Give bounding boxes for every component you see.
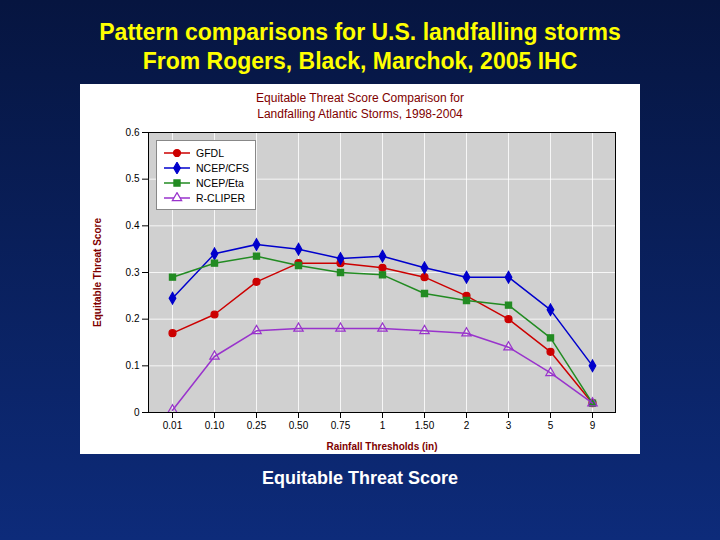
svg-text:Equitable Threat Score: Equitable Threat Score bbox=[92, 218, 103, 327]
svg-text:3: 3 bbox=[506, 420, 512, 431]
svg-text:0.1: 0.1 bbox=[126, 360, 140, 371]
html-text:NCEP/Eta: NCEP/Eta bbox=[196, 176, 244, 189]
html-text:R-CLIPER: R-CLIPER bbox=[196, 191, 245, 204]
svg-text:2: 2 bbox=[464, 420, 470, 431]
svg-text:0: 0 bbox=[134, 407, 140, 418]
svg-text:0.10: 0.10 bbox=[205, 420, 225, 431]
svg-text:Rainfall Thresholds (in): Rainfall Thresholds (in) bbox=[326, 441, 437, 452]
svg-text:0.50: 0.50 bbox=[289, 420, 309, 431]
html-text:GFDL: GFDL bbox=[196, 146, 224, 159]
html-text:Pattern comparisons for U.S. l: Pattern comparisons for U.S. landfalling… bbox=[99, 19, 621, 45]
svg-text:1: 1 bbox=[380, 420, 386, 431]
html-text:Equitable Threat Score: Equitable Threat Score bbox=[262, 468, 458, 488]
html-text:From Rogers, Black, Marchok, 2: From Rogers, Black, Marchok, 2005 IHC bbox=[142, 48, 578, 74]
svg-text:0.3: 0.3 bbox=[126, 267, 140, 278]
html-text:NCEP/CFS: NCEP/CFS bbox=[196, 161, 250, 174]
svg-text:0.75: 0.75 bbox=[331, 420, 351, 431]
svg-text:5: 5 bbox=[548, 420, 554, 431]
svg-text:9: 9 bbox=[590, 420, 596, 431]
svg-text:0.4: 0.4 bbox=[126, 220, 140, 231]
svg-text:1.50: 1.50 bbox=[415, 420, 435, 431]
html-text:Equitable Threat Score Compari: Equitable Threat Score Comparison for La… bbox=[256, 91, 464, 121]
svg-text:0.6: 0.6 bbox=[126, 127, 140, 138]
svg-text:0.5: 0.5 bbox=[126, 173, 140, 184]
svg-text:0.01: 0.01 bbox=[163, 420, 183, 431]
svg-text:0.2: 0.2 bbox=[126, 313, 140, 324]
svg-text:0.25: 0.25 bbox=[247, 420, 267, 431]
